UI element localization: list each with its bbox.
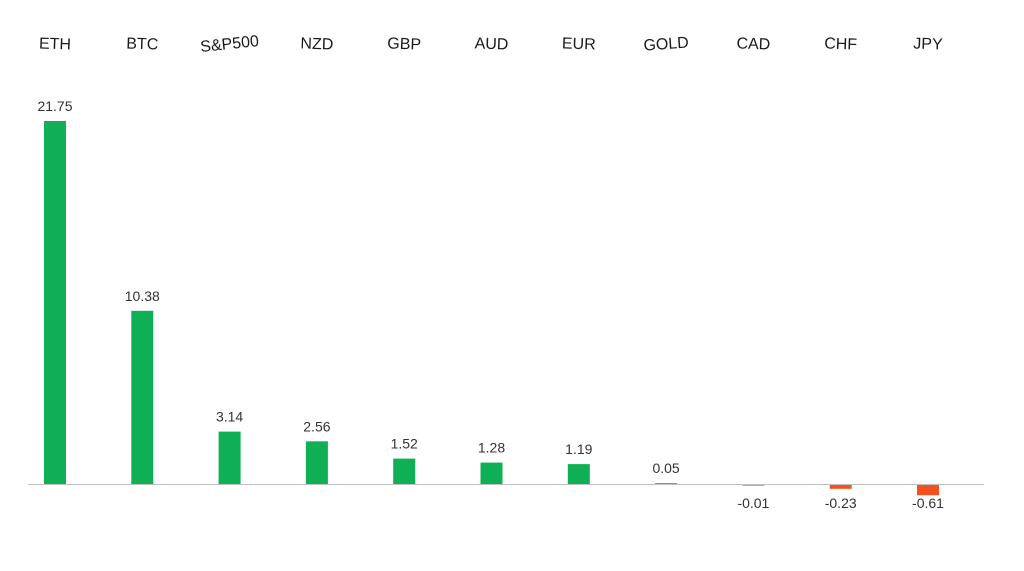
- bar-gbp: [393, 458, 416, 484]
- category-label-nzd: NZD: [300, 35, 333, 53]
- bar-chf: [829, 485, 852, 489]
- category-label-eur: EUR: [562, 35, 596, 53]
- value-label-s-p500: 3.14: [216, 409, 243, 425]
- value-label-chf: -0.23: [825, 495, 857, 511]
- bars-layer: [44, 121, 939, 496]
- bar-btc: [131, 310, 154, 484]
- category-label-chf: CHF: [824, 35, 858, 53]
- value-label-aud: 1.28: [478, 440, 505, 456]
- category-labels: ETH BTC S&P500 NZD GBP AUD EUR GOLD CAD CHF JPY: [39, 33, 944, 56]
- value-label-gbp: 1.52: [391, 436, 418, 452]
- bar-aud: [480, 462, 503, 484]
- category-label-btc: BTC: [126, 35, 159, 53]
- value-label-nzd: 2.56: [303, 418, 330, 434]
- bar-gold: [655, 483, 678, 484]
- value-label-gold: 0.05: [652, 460, 679, 476]
- bar-nzd: [305, 441, 328, 484]
- category-label-gold: GOLD: [643, 34, 689, 54]
- value-label-cad: -0.01: [737, 495, 769, 511]
- category-label-aud: AUD: [474, 35, 508, 53]
- bar-eur: [567, 464, 590, 484]
- value-label-eur: 1.19: [565, 441, 592, 457]
- bar-s-p500: [218, 431, 241, 484]
- category-label-s-p500: S&P500: [200, 33, 260, 56]
- bar-cad: [742, 485, 765, 486]
- value-label-btc: 10.38: [125, 288, 160, 304]
- category-label-cad: CAD: [736, 35, 770, 53]
- bar-jpy: [917, 485, 939, 496]
- category-label-eth: ETH: [39, 35, 72, 53]
- category-label-jpy: JPY: [913, 35, 943, 53]
- value-label-eth: 21.75: [37, 98, 72, 114]
- bar-eth: [44, 121, 66, 484]
- value-labels: 21.75 10.38 3.14 2.56 1.52 1.28 1.19 0.05 -0.01 -…: [37, 98, 944, 511]
- category-label-gbp: GBP: [387, 35, 421, 53]
- value-label-jpy: -0.61: [912, 495, 944, 511]
